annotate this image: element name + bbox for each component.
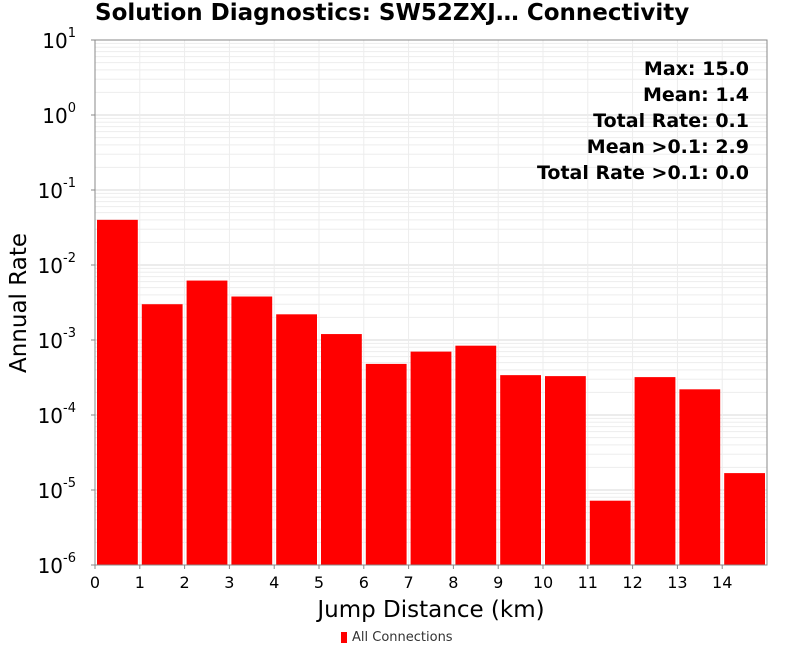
x-tick-label: 0: [90, 573, 100, 592]
bar: [321, 334, 362, 565]
x-tick-label: 6: [359, 573, 369, 592]
x-tick-label: 4: [269, 573, 279, 592]
y-tick-label: 10-2: [38, 251, 76, 278]
chart-title: Solution Diagnostics: SW52ZXJ… Connectiv…: [95, 0, 690, 26]
x-tick-label: 7: [404, 573, 414, 592]
x-tick-label: 12: [622, 573, 642, 592]
y-axis-label: Annual Rate: [6, 233, 32, 373]
x-tick-label: 9: [493, 573, 503, 592]
stat-annotation: Total Rate >0.1: 0.0: [537, 162, 749, 184]
x-tick-label: 8: [448, 573, 458, 592]
stat-annotation: Mean >0.1: 2.9: [587, 136, 749, 158]
legend: All Connections: [341, 630, 453, 645]
y-tick-label: 10-6: [38, 551, 76, 578]
bar: [634, 377, 676, 565]
stat-annotation: Mean: 1.4: [643, 84, 749, 106]
y-tick-label: 10-1: [38, 176, 76, 203]
bar: [276, 314, 317, 565]
x-tick-label: 10: [533, 573, 553, 592]
bar: [231, 296, 273, 565]
bar: [724, 473, 765, 565]
bar: [545, 376, 586, 565]
x-tick-label: 5: [314, 573, 324, 592]
x-tick-label: 13: [667, 573, 687, 592]
y-tick-labels: 10-6 10-5 10-4 10-3 10-2 10-1 100 101: [38, 26, 95, 578]
bar: [97, 219, 138, 565]
x-tick-label: 3: [224, 573, 234, 592]
legend-swatch: [341, 632, 347, 643]
bar: [500, 375, 541, 565]
x-tick-label: 11: [578, 573, 598, 592]
bar: [141, 304, 183, 565]
bar: [589, 500, 631, 565]
legend-label: All Connections: [352, 630, 453, 645]
x-axis-label: Jump Distance (km): [315, 597, 544, 623]
bar: [365, 363, 407, 565]
bar: [410, 351, 452, 565]
x-tick-labels: 0 1 2 3 4 5 6 7 8 9 10 11 12 13 14: [90, 565, 732, 592]
bar: [679, 389, 721, 565]
y-tick-label: 10-5: [38, 476, 76, 503]
y-tick-label: 10-4: [38, 401, 76, 428]
y-tick-label: 10-3: [38, 326, 76, 353]
stat-annotation: Total Rate: 0.1: [593, 110, 749, 132]
stats-annotations: Max: 15.0 Mean: 1.4 Total Rate: 0.1 Mean >0…: [537, 58, 749, 184]
bars-layer: [97, 219, 765, 565]
bar: [455, 345, 497, 565]
y-tick-label: 101: [42, 26, 76, 53]
bar: [186, 280, 228, 565]
stat-annotation: Max: 15.0: [644, 58, 749, 80]
x-tick-label: 2: [180, 573, 190, 592]
plot-frame: [94, 39, 768, 566]
x-tick-label: 14: [712, 573, 732, 592]
y-tick-label: 100: [42, 101, 76, 128]
x-tick-label: 1: [135, 573, 145, 592]
